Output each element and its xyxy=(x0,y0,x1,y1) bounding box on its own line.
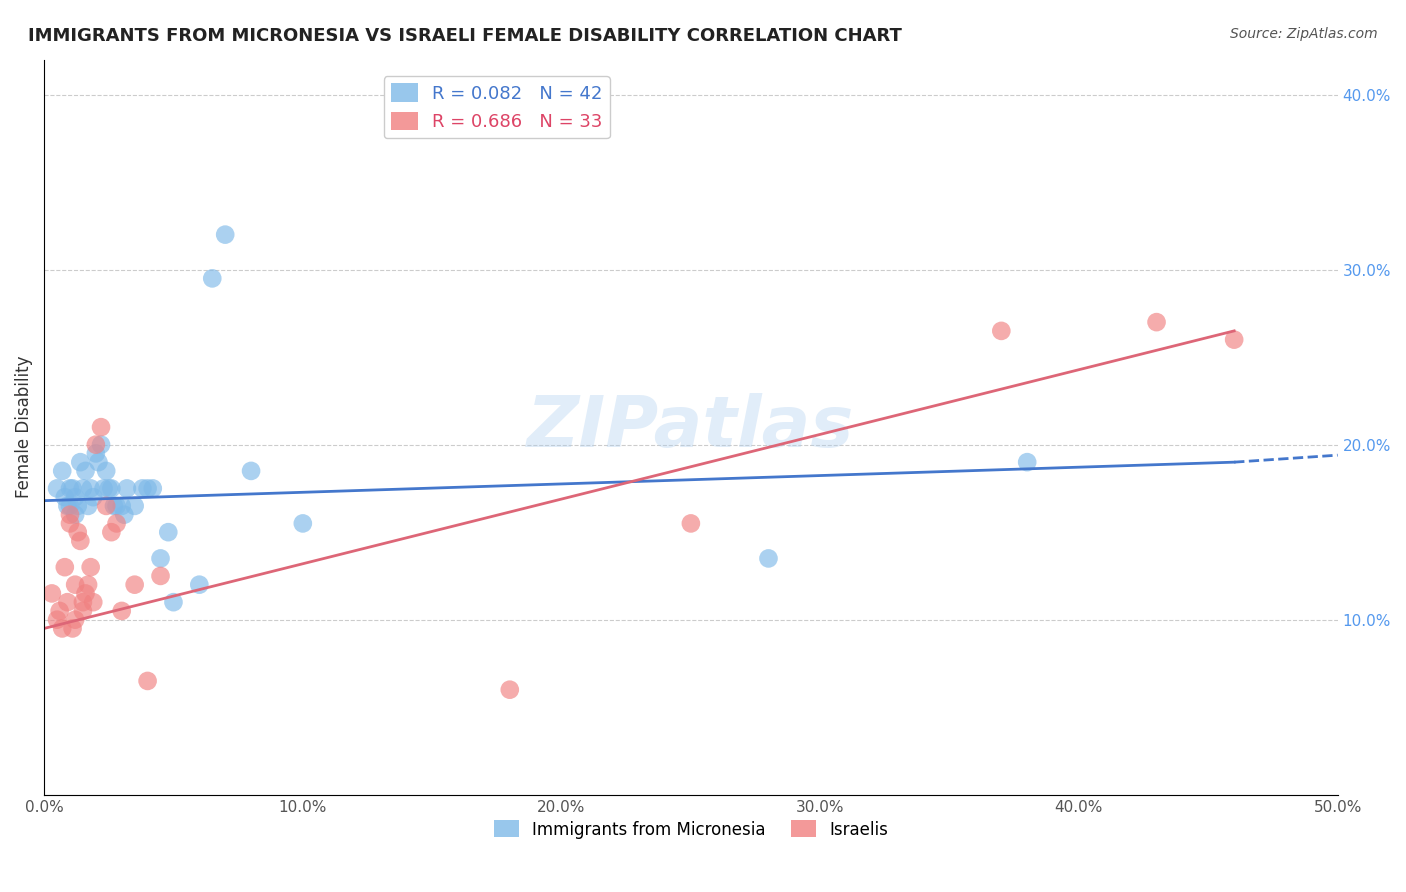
Point xyxy=(201,271,224,285)
Point xyxy=(72,482,94,496)
Text: Source: ZipAtlas.com: Source: ZipAtlas.com xyxy=(1230,27,1378,41)
Point xyxy=(188,577,211,591)
Point xyxy=(142,482,165,496)
Point xyxy=(51,622,73,636)
Point xyxy=(56,595,79,609)
Point xyxy=(53,490,76,504)
Point xyxy=(758,551,780,566)
Point xyxy=(66,525,89,540)
Point xyxy=(124,577,146,591)
Point xyxy=(75,586,97,600)
Point xyxy=(82,595,104,609)
Point xyxy=(90,420,112,434)
Point xyxy=(72,595,94,609)
Point xyxy=(84,437,107,451)
Point xyxy=(97,482,120,496)
Point xyxy=(51,464,73,478)
Point xyxy=(62,622,84,636)
Point xyxy=(72,604,94,618)
Point xyxy=(96,499,118,513)
Point xyxy=(149,551,172,566)
Point xyxy=(111,499,134,513)
Point xyxy=(79,482,101,496)
Point xyxy=(66,499,89,513)
Point xyxy=(1223,333,1246,347)
Point xyxy=(75,464,97,478)
Y-axis label: Female Disability: Female Disability xyxy=(15,356,32,499)
Point xyxy=(53,560,76,574)
Point xyxy=(105,499,128,513)
Point xyxy=(990,324,1012,338)
Point xyxy=(56,499,79,513)
Point xyxy=(46,613,69,627)
Point xyxy=(679,516,702,531)
Point xyxy=(69,533,91,548)
Point xyxy=(63,577,86,591)
Point xyxy=(131,482,153,496)
Point xyxy=(77,577,100,591)
Text: IMMIGRANTS FROM MICRONESIA VS ISRAELI FEMALE DISABILITY CORRELATION CHART: IMMIGRANTS FROM MICRONESIA VS ISRAELI FE… xyxy=(28,27,903,45)
Point xyxy=(59,499,82,513)
Point xyxy=(100,525,122,540)
Point xyxy=(291,516,314,531)
Point xyxy=(90,437,112,451)
Point xyxy=(59,516,82,531)
Point xyxy=(499,682,522,697)
Point xyxy=(62,482,84,496)
Point xyxy=(59,508,82,522)
Point xyxy=(136,482,159,496)
Point xyxy=(136,673,159,688)
Point xyxy=(59,482,82,496)
Point xyxy=(112,508,135,522)
Point xyxy=(93,482,115,496)
Point xyxy=(149,569,172,583)
Point xyxy=(124,499,146,513)
Point xyxy=(96,464,118,478)
Point xyxy=(103,499,125,513)
Point xyxy=(87,455,110,469)
Point xyxy=(63,508,86,522)
Legend: Immigrants from Micronesia, Israelis: Immigrants from Micronesia, Israelis xyxy=(488,814,894,846)
Point xyxy=(105,516,128,531)
Point xyxy=(63,613,86,627)
Point xyxy=(1017,455,1039,469)
Point xyxy=(77,499,100,513)
Point xyxy=(115,482,138,496)
Point xyxy=(63,490,86,504)
Point xyxy=(111,604,134,618)
Point xyxy=(157,525,180,540)
Point xyxy=(100,482,122,496)
Point xyxy=(1146,315,1168,329)
Point xyxy=(69,455,91,469)
Point xyxy=(240,464,263,478)
Point xyxy=(162,595,184,609)
Point xyxy=(82,490,104,504)
Point xyxy=(84,446,107,460)
Text: ZIPatlas: ZIPatlas xyxy=(527,392,855,462)
Point xyxy=(46,482,69,496)
Point xyxy=(79,560,101,574)
Point xyxy=(214,227,236,242)
Point xyxy=(48,604,70,618)
Point xyxy=(41,586,63,600)
